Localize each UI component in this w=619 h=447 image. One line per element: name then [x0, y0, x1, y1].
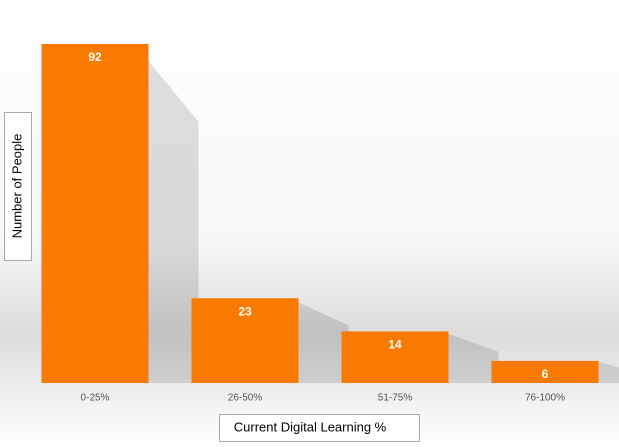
- data-label: 23: [238, 304, 252, 318]
- y-axis-title: Number of People: [9, 134, 24, 239]
- data-label: 92: [88, 50, 102, 64]
- bar: [191, 298, 299, 383]
- bar-shadow: [298, 302, 349, 383]
- bar-shadow: [598, 361, 619, 383]
- bar-shadow: [448, 333, 499, 383]
- bar: [41, 44, 149, 383]
- x-label-box: [219, 414, 420, 442]
- x-axis-title: Current Digital Learning %: [234, 419, 387, 434]
- x-tick-label: 26-50%: [228, 393, 263, 404]
- x-tick-label: 76-100%: [525, 393, 565, 404]
- bar: [341, 331, 449, 383]
- bar: [491, 360, 599, 383]
- data-label: 6: [542, 367, 549, 381]
- x-tick-label: 0-25%: [81, 393, 110, 404]
- x-tick-label: 51-75%: [378, 393, 413, 404]
- y-label-box: [4, 112, 32, 261]
- bar-shadow: [148, 60, 199, 383]
- data-label: 14: [388, 338, 402, 352]
